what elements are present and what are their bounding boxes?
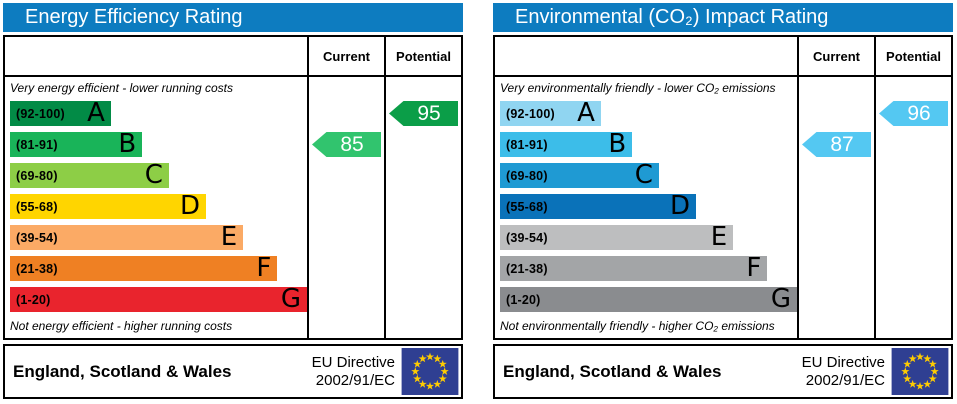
band-row: (69-80) C [500,160,797,190]
environmental-impact-panel: Environmental (CO₂) Impact Rating Very e… [493,3,953,399]
band-row: (69-80) C [10,160,307,190]
band-row: (92-100) A [10,98,307,128]
band-range-label: (92-100) [506,106,555,121]
band-column: Very energy efficient - lower running co… [5,37,307,338]
panel-footer: England, Scotland & Wales EU Directive 2… [493,344,953,399]
band-row: (39-54) E [500,222,797,252]
rating-bands: (92-100) A (81-91) B (69-80) [500,98,797,314]
band-letter: C [144,160,163,190]
band-letter: E [220,222,238,252]
band-range-label: (21-38) [16,261,58,276]
band-row: (21-38) F [10,253,307,283]
eu-flag-icon [891,348,949,395]
band-bar: (55-68) D [10,191,207,221]
band-column-header-empty [495,37,797,77]
band-letter: F [746,253,762,283]
band-row: (1-20) G [500,284,797,314]
band-letter: B [608,129,627,159]
band-row: (55-68) D [500,191,797,221]
potential-rating-arrow: 95 [389,101,458,126]
band-letter: D [179,191,201,221]
current-column-header: Current [309,37,384,77]
rating-chart: Very environmentally friendly - lower CO… [493,35,953,340]
band-bar: (21-38) F [500,253,768,283]
band-range-label: (39-54) [506,230,548,245]
band-range-label: (55-68) [16,199,58,214]
band-row: (21-38) F [500,253,797,283]
band-bar: (1-20) G [500,284,797,314]
top-caption: Very energy efficient - lower running co… [10,81,233,95]
current-rating-arrow: 87 [802,132,871,157]
bottom-caption: Not energy efficient - higher running co… [10,319,233,333]
band-letter: G [770,284,791,314]
band-letter: E [710,222,728,252]
rating-chart: Very energy efficient - lower running co… [3,35,463,340]
band-column-header-empty [5,37,307,77]
eu-flag-icon [401,348,459,395]
band-bar: (39-54) E [500,222,734,252]
potential-rating-arrow: 96 [879,101,948,126]
potential-column: Potential 96 [874,37,951,338]
panel-title: Energy Efficiency Rating [3,3,463,32]
band-bar: (69-80) C [500,160,659,190]
current-column: Current 85 [307,37,384,338]
band-letter: D [669,191,691,221]
band-range-label: (81-91) [506,137,548,152]
top-caption: Very environmentally friendly - lower CO… [500,81,776,95]
band-letter: B [118,129,137,159]
band-range-label: (81-91) [16,137,58,152]
band-range-label: (1-20) [16,292,51,307]
band-row: (1-20) G [10,284,307,314]
band-bar: (92-100) A [10,98,111,128]
band-range-label: (1-20) [506,292,541,307]
panel-footer: England, Scotland & Wales EU Directive 2… [3,344,463,399]
band-bar: (92-100) A [500,98,601,128]
energy-efficiency-panel: Energy Efficiency Rating Very energy eff… [3,3,463,399]
band-row: (55-68) D [10,191,307,221]
band-range-label: (69-80) [506,168,548,183]
band-row: (81-91) B [10,129,307,159]
rating-bands: (92-100) A (81-91) B (69-80) [10,98,307,314]
region-label: England, Scotland & Wales [13,361,232,381]
band-bar: (81-91) B [500,129,633,159]
panel-title: Environmental (CO₂) Impact Rating [493,3,953,32]
current-column: Current 87 [797,37,874,338]
potential-column: Potential 95 [384,37,461,338]
band-bar: (39-54) E [10,222,244,252]
band-range-label: (55-68) [506,199,548,214]
band-row: (81-91) B [500,129,797,159]
current-rating-arrow: 85 [312,132,381,157]
band-letter: A [87,98,105,128]
potential-column-header: Potential [876,37,951,77]
region-label: England, Scotland & Wales [503,361,722,381]
band-row: (39-54) E [10,222,307,252]
potential-column-header: Potential [386,37,461,77]
band-column: Very environmentally friendly - lower CO… [495,37,797,338]
bottom-caption: Not environmentally friendly - higher CO… [500,319,775,333]
band-bar: (1-20) G [10,284,307,314]
band-bar: (21-38) F [10,253,278,283]
band-range-label: (69-80) [16,168,58,183]
current-column-header: Current [799,37,874,77]
eu-directive-label: EU Directive 2002/91/EC [311,354,395,389]
band-range-label: (21-38) [506,261,548,276]
band-range-label: (92-100) [16,106,65,121]
band-letter: A [577,98,595,128]
band-row: (92-100) A [500,98,797,128]
band-letter: C [634,160,653,190]
band-bar: (81-91) B [10,129,143,159]
band-bar: (55-68) D [500,191,697,221]
eu-directive-label: EU Directive 2002/91/EC [801,354,885,389]
band-letter: F [256,253,272,283]
band-range-label: (39-54) [16,230,58,245]
band-bar: (69-80) C [10,160,169,190]
band-letter: G [280,284,301,314]
